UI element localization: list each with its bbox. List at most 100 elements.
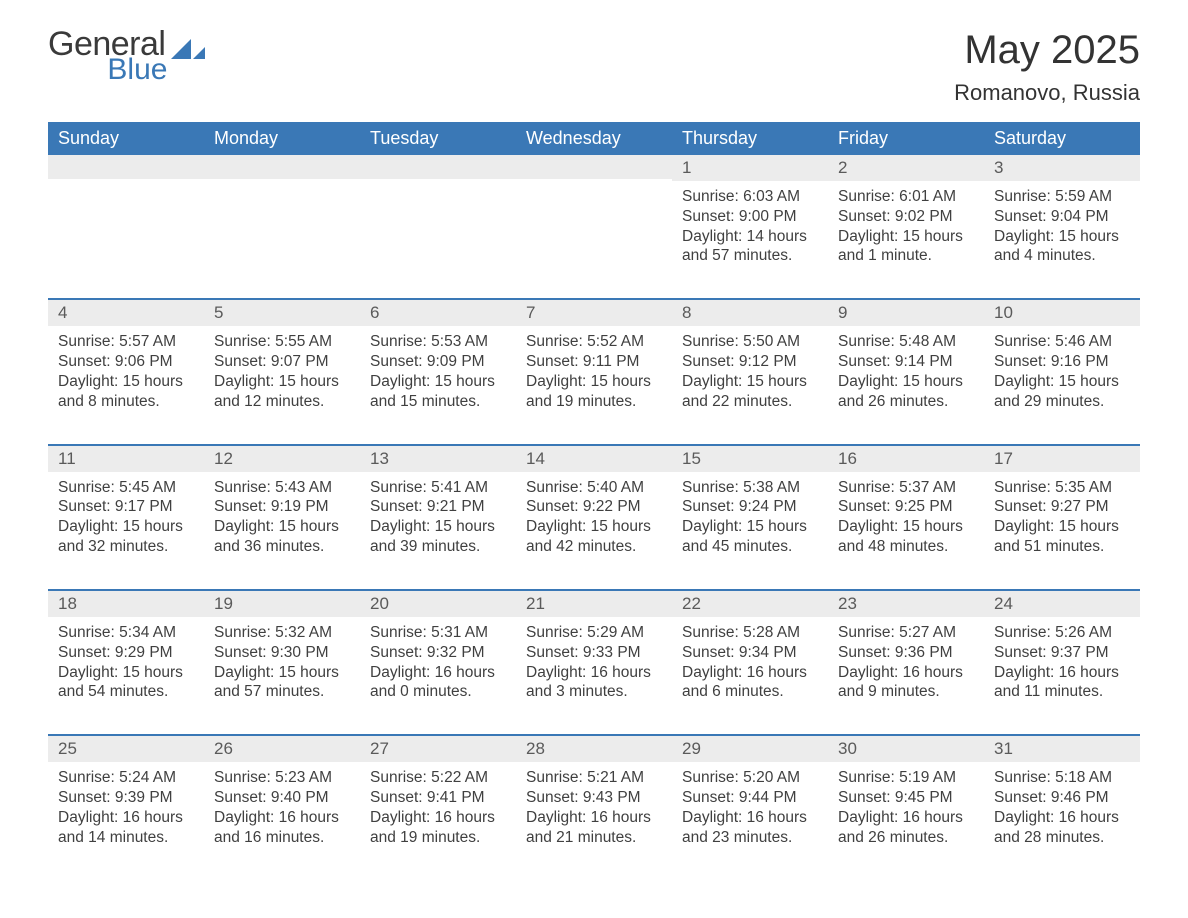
daylight-text: Daylight: 15 hours and 32 minutes.: [58, 517, 194, 557]
day-number: 22: [672, 591, 828, 617]
day-body: Sunrise: 5:26 AMSunset: 9:37 PMDaylight:…: [984, 617, 1140, 724]
day-body: Sunrise: 5:21 AMSunset: 9:43 PMDaylight:…: [516, 762, 672, 869]
calendar-cell: [516, 155, 672, 288]
day-body: Sunrise: 5:20 AMSunset: 9:44 PMDaylight:…: [672, 762, 828, 869]
calendar-week: 11Sunrise: 5:45 AMSunset: 9:17 PMDayligh…: [48, 444, 1140, 579]
day-number: 4: [48, 300, 204, 326]
calendar-cell: [48, 155, 204, 288]
sunrise-text: Sunrise: 5:26 AM: [994, 623, 1130, 643]
day-number: 9: [828, 300, 984, 326]
day-body: Sunrise: 5:18 AMSunset: 9:46 PMDaylight:…: [984, 762, 1140, 869]
daylight-text: Daylight: 15 hours and 15 minutes.: [370, 372, 506, 412]
sunrise-text: Sunrise: 5:23 AM: [214, 768, 350, 788]
sunrise-text: Sunrise: 5:55 AM: [214, 332, 350, 352]
calendar-cell: 12Sunrise: 5:43 AMSunset: 9:19 PMDayligh…: [204, 446, 360, 579]
day-number: 28: [516, 736, 672, 762]
day-number: 16: [828, 446, 984, 472]
sunset-text: Sunset: 9:34 PM: [682, 643, 818, 663]
day-body: Sunrise: 5:23 AMSunset: 9:40 PMDaylight:…: [204, 762, 360, 869]
logo: General Blue: [48, 28, 205, 85]
calendar-cell: 11Sunrise: 5:45 AMSunset: 9:17 PMDayligh…: [48, 446, 204, 579]
day-number: 20: [360, 591, 516, 617]
sunset-text: Sunset: 9:30 PM: [214, 643, 350, 663]
sunset-text: Sunset: 9:43 PM: [526, 788, 662, 808]
calendar-cell: 5Sunrise: 5:55 AMSunset: 9:07 PMDaylight…: [204, 300, 360, 433]
sunrise-text: Sunrise: 5:48 AM: [838, 332, 974, 352]
day-number: [360, 155, 516, 179]
day-number: 29: [672, 736, 828, 762]
sunrise-text: Sunrise: 5:50 AM: [682, 332, 818, 352]
day-number: [48, 155, 204, 179]
sunset-text: Sunset: 9:40 PM: [214, 788, 350, 808]
day-number: 12: [204, 446, 360, 472]
sunrise-text: Sunrise: 5:37 AM: [838, 478, 974, 498]
sunrise-text: Sunrise: 5:19 AM: [838, 768, 974, 788]
sunset-text: Sunset: 9:16 PM: [994, 352, 1130, 372]
day-body: Sunrise: 5:28 AMSunset: 9:34 PMDaylight:…: [672, 617, 828, 724]
sunrise-text: Sunrise: 5:18 AM: [994, 768, 1130, 788]
day-body: Sunrise: 5:27 AMSunset: 9:36 PMDaylight:…: [828, 617, 984, 724]
calendar-cell: 19Sunrise: 5:32 AMSunset: 9:30 PMDayligh…: [204, 591, 360, 724]
sunrise-text: Sunrise: 5:53 AM: [370, 332, 506, 352]
daylight-text: Daylight: 15 hours and 22 minutes.: [682, 372, 818, 412]
day-number: [516, 155, 672, 179]
day-body: Sunrise: 5:31 AMSunset: 9:32 PMDaylight:…: [360, 617, 516, 724]
day-number: 19: [204, 591, 360, 617]
day-body: [516, 179, 672, 277]
sunrise-text: Sunrise: 6:03 AM: [682, 187, 818, 207]
day-number: 21: [516, 591, 672, 617]
weekday-header: Wednesday: [516, 122, 672, 155]
weekday-header: Monday: [204, 122, 360, 155]
sunrise-text: Sunrise: 5:43 AM: [214, 478, 350, 498]
day-body: Sunrise: 5:41 AMSunset: 9:21 PMDaylight:…: [360, 472, 516, 579]
day-body: [360, 179, 516, 277]
daylight-text: Daylight: 15 hours and 1 minute.: [838, 227, 974, 267]
sunset-text: Sunset: 9:41 PM: [370, 788, 506, 808]
calendar-cell: 22Sunrise: 5:28 AMSunset: 9:34 PMDayligh…: [672, 591, 828, 724]
sunrise-text: Sunrise: 5:27 AM: [838, 623, 974, 643]
logo-shape-icon: [171, 39, 205, 59]
calendar-cell: 20Sunrise: 5:31 AMSunset: 9:32 PMDayligh…: [360, 591, 516, 724]
daylight-text: Daylight: 14 hours and 57 minutes.: [682, 227, 818, 267]
daylight-text: Daylight: 15 hours and 42 minutes.: [526, 517, 662, 557]
sunset-text: Sunset: 9:11 PM: [526, 352, 662, 372]
calendar-cell: 30Sunrise: 5:19 AMSunset: 9:45 PMDayligh…: [828, 736, 984, 869]
daylight-text: Daylight: 15 hours and 29 minutes.: [994, 372, 1130, 412]
day-body: Sunrise: 5:59 AMSunset: 9:04 PMDaylight:…: [984, 181, 1140, 288]
sunset-text: Sunset: 9:17 PM: [58, 497, 194, 517]
day-body: Sunrise: 5:22 AMSunset: 9:41 PMDaylight:…: [360, 762, 516, 869]
sunrise-text: Sunrise: 5:45 AM: [58, 478, 194, 498]
day-number: 31: [984, 736, 1140, 762]
sunset-text: Sunset: 9:19 PM: [214, 497, 350, 517]
daylight-text: Daylight: 16 hours and 16 minutes.: [214, 808, 350, 848]
sunrise-text: Sunrise: 5:34 AM: [58, 623, 194, 643]
daylight-text: Daylight: 16 hours and 21 minutes.: [526, 808, 662, 848]
calendar-cell: 15Sunrise: 5:38 AMSunset: 9:24 PMDayligh…: [672, 446, 828, 579]
day-body: Sunrise: 5:53 AMSunset: 9:09 PMDaylight:…: [360, 326, 516, 433]
calendar-cell: 1Sunrise: 6:03 AMSunset: 9:00 PMDaylight…: [672, 155, 828, 288]
day-number: 1: [672, 155, 828, 181]
sunset-text: Sunset: 9:07 PM: [214, 352, 350, 372]
day-number: 27: [360, 736, 516, 762]
sunset-text: Sunset: 9:14 PM: [838, 352, 974, 372]
daylight-text: Daylight: 16 hours and 19 minutes.: [370, 808, 506, 848]
day-body: Sunrise: 6:01 AMSunset: 9:02 PMDaylight:…: [828, 181, 984, 288]
calendar-cell: 2Sunrise: 6:01 AMSunset: 9:02 PMDaylight…: [828, 155, 984, 288]
sunrise-text: Sunrise: 5:31 AM: [370, 623, 506, 643]
sunrise-text: Sunrise: 5:41 AM: [370, 478, 506, 498]
day-number: 23: [828, 591, 984, 617]
sunrise-text: Sunrise: 5:40 AM: [526, 478, 662, 498]
calendar-cell: 23Sunrise: 5:27 AMSunset: 9:36 PMDayligh…: [828, 591, 984, 724]
day-number: 15: [672, 446, 828, 472]
day-body: Sunrise: 5:40 AMSunset: 9:22 PMDaylight:…: [516, 472, 672, 579]
daylight-text: Daylight: 15 hours and 45 minutes.: [682, 517, 818, 557]
day-body: Sunrise: 5:29 AMSunset: 9:33 PMDaylight:…: [516, 617, 672, 724]
day-number: 5: [204, 300, 360, 326]
title-block: May 2025 Romanovo, Russia: [954, 28, 1140, 106]
day-number: 8: [672, 300, 828, 326]
day-body: Sunrise: 6:03 AMSunset: 9:00 PMDaylight:…: [672, 181, 828, 288]
calendar-cell: 7Sunrise: 5:52 AMSunset: 9:11 PMDaylight…: [516, 300, 672, 433]
day-body: [204, 179, 360, 277]
day-number: 14: [516, 446, 672, 472]
day-number: 10: [984, 300, 1140, 326]
